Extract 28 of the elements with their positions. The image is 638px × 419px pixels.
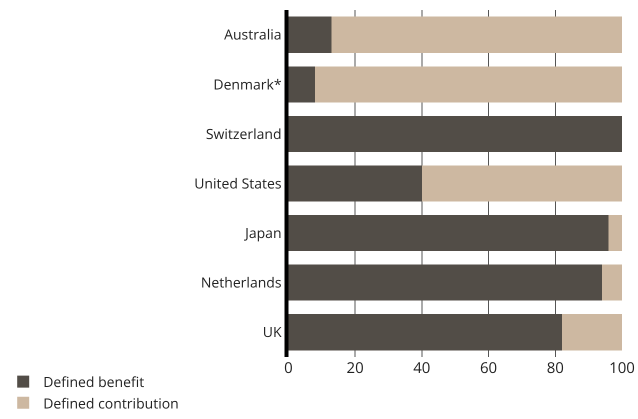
- bar: [602, 264, 622, 301]
- y-tick-label: Denmark*: [213, 75, 282, 94]
- bar: [288, 116, 622, 152]
- bar: [288, 66, 316, 102]
- bar: [288, 314, 562, 350]
- legend-label: Defined contribution: [43, 394, 179, 414]
- y-tick-label: Japan: [243, 224, 282, 243]
- x-tick-label: 100: [609, 358, 635, 378]
- bar: [422, 165, 622, 202]
- y-tick-label: Netherlands: [200, 274, 282, 293]
- legend-label: Defined benefit: [43, 373, 144, 392]
- bar: [608, 214, 622, 252]
- x-tick-label: 60: [480, 358, 498, 378]
- y-tick-label: Australia: [224, 26, 282, 45]
- bar: [288, 214, 609, 252]
- y-tick-label: UK: [262, 323, 282, 342]
- x-tick-label: 80: [546, 358, 564, 378]
- y-tick-label: United States: [194, 174, 282, 194]
- bar: [288, 264, 602, 301]
- x-tick-label: 0: [284, 358, 293, 378]
- bar: [288, 165, 422, 202]
- x-tick-label: 40: [413, 358, 430, 378]
- bar: [562, 314, 622, 350]
- bar: [288, 16, 332, 53]
- bar: [332, 16, 622, 53]
- y-tick-label: Switzerland: [206, 124, 282, 144]
- bar: [315, 66, 622, 102]
- x-tick-label: 20: [346, 358, 364, 378]
